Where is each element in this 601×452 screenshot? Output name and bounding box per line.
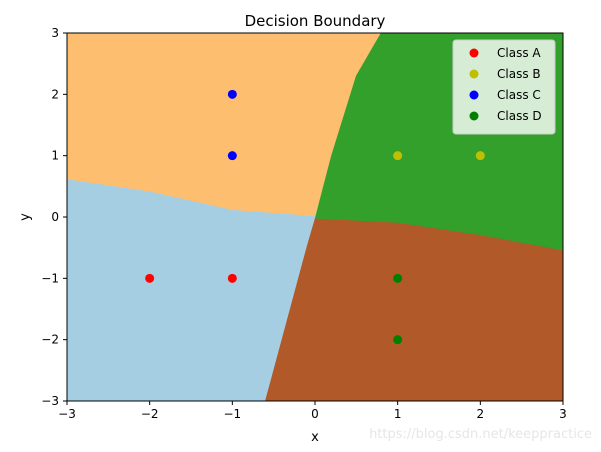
legend-marker	[469, 48, 479, 58]
chart-title: Decision Boundary	[245, 12, 386, 30]
point-class-b	[393, 151, 403, 161]
legend-marker	[469, 69, 479, 79]
point-class-c	[227, 151, 237, 161]
y-tick-label: 3	[51, 26, 59, 40]
point-class-b	[475, 151, 485, 161]
x-tick-label: −3	[58, 407, 76, 421]
point-class-c	[227, 89, 237, 99]
y-tick-label: −3	[41, 394, 59, 408]
x-tick-label: 3	[559, 407, 567, 421]
point-class-d	[393, 335, 403, 345]
legend-box	[452, 39, 556, 135]
x-tick-label: −1	[223, 407, 241, 421]
point-class-a	[227, 273, 237, 283]
y-tick-label: −2	[41, 333, 59, 347]
watermark: https://blog.csdn.net/keeppractice	[369, 427, 592, 442]
y-tick-label: −1	[41, 271, 59, 285]
legend-marker	[469, 111, 479, 121]
x-axis: −3 −2 −1 0 1 2 3	[58, 401, 567, 421]
legend-label: Class D	[497, 109, 542, 123]
legend-label: Class A	[497, 46, 541, 60]
y-tick-label: 0	[51, 210, 59, 224]
y-tick-label: 1	[51, 149, 59, 163]
x-axis-title: x	[311, 430, 319, 445]
y-axis: −3 −2 −1 0 1 2 3	[41, 26, 67, 408]
x-tick-label: 1	[394, 407, 402, 421]
y-axis-title: y	[18, 213, 33, 221]
x-tick-label: 0	[311, 407, 319, 421]
region-class-d	[265, 218, 564, 402]
x-tick-label: 2	[477, 407, 485, 421]
legend-marker	[469, 90, 479, 100]
legend-label: Class B	[497, 67, 541, 81]
legend: Class A Class B Class C Class D	[452, 39, 556, 135]
legend-label: Class C	[497, 88, 541, 102]
point-class-a	[145, 273, 155, 283]
data-points	[145, 89, 485, 345]
point-class-d	[393, 273, 403, 283]
x-tick-label: −2	[141, 407, 159, 421]
y-tick-label: 2	[51, 87, 59, 101]
